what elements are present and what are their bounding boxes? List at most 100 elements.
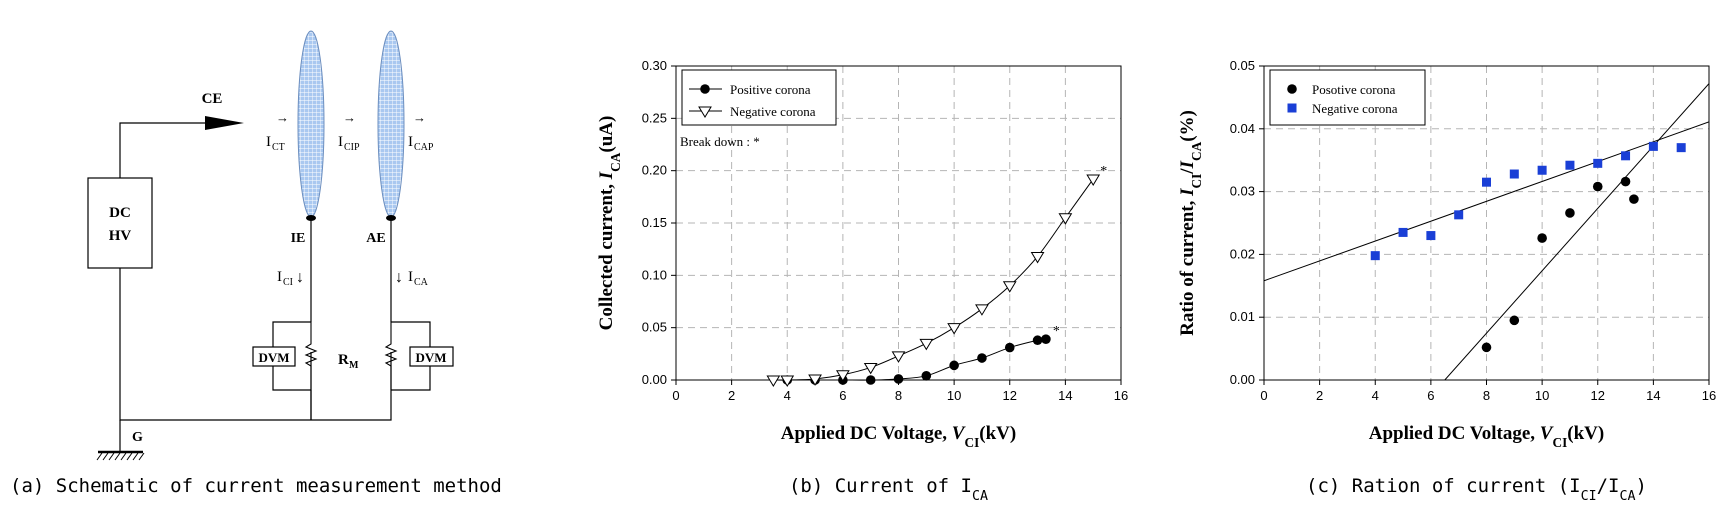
caption-b: (b) Current of ICA [789, 475, 988, 504]
chart-c-x-tick-label: 2 [1316, 388, 1323, 403]
chart-c-fit-line-positive [1444, 83, 1709, 380]
chart-c-point-positive [1537, 233, 1547, 243]
chart-b-point-negative [1030, 251, 1045, 264]
svg-text:I: I [266, 134, 271, 150]
chart-c-legend-marker-positive [1287, 84, 1297, 94]
chart-b-point-negative [975, 304, 989, 316]
right-dvm-box [409, 346, 454, 367]
source-to-ce-wire [119, 122, 205, 178]
i-cap-label: → I CAP [408, 110, 434, 153]
chart-b-x-tick-label: 14 [1058, 388, 1072, 403]
chart-c-point-positive [1509, 315, 1520, 326]
chart-c-point-positive [1620, 176, 1631, 187]
chart-c-fit-line-negative [1264, 121, 1709, 282]
chart-c-x-tick-label: 16 [1702, 388, 1716, 403]
chart-c-y-tick-label: 0.03 [1230, 184, 1255, 199]
chart-c-x-tick-label: 0 [1260, 388, 1267, 403]
chart-b-annotation: Break down : * [680, 134, 760, 149]
chart-b-y-tick-label: 0.10 [642, 267, 667, 282]
svg-text:→: → [413, 110, 426, 125]
right-dvm-label: DVM [415, 350, 446, 365]
chart-b-point-negative [891, 351, 906, 363]
chart-b-x-tick-label: 8 [895, 388, 902, 403]
chart-c-y-tick-label: 0.01 [1230, 309, 1255, 324]
chart-b-point-negative [766, 375, 781, 387]
chart-c-point-negative [1370, 251, 1380, 261]
hv-label: HV [109, 228, 132, 244]
chart-c-point-negative [1537, 165, 1547, 175]
chart-c-y-tick-label: 0.05 [1230, 58, 1255, 73]
chart-b-y-tick-label: 0.20 [642, 163, 667, 178]
chart-c-legend: Posotive corona Negative corona [1269, 69, 1426, 126]
chart-b-legend-marker-positive [700, 84, 710, 94]
chart-b-x-tick-label: 2 [728, 388, 735, 403]
svg-text:I: I [408, 269, 413, 285]
chart-c-y-tick-label: 0.00 [1230, 372, 1255, 387]
chart-b-legend-label-negative: Negative corona [730, 104, 816, 119]
chart-c-point-negative [1648, 141, 1658, 151]
chart-b-point-negative [835, 370, 850, 382]
svg-text:CT: CT [272, 142, 285, 153]
chart-b-legend-marker-negative [698, 106, 712, 118]
chart-c-point-positive [1481, 342, 1492, 353]
i-ci-label: I CI ↓ [277, 269, 304, 288]
chart-b-breakdown-star: * [1100, 164, 1107, 179]
chart-b-point-positive [865, 375, 876, 385]
chart-b-y-tick-label: 0.30 [642, 58, 667, 73]
chart-b-point-positive [1041, 334, 1051, 344]
svg-text:CIP: CIP [344, 142, 360, 153]
chart-b-point-negative [780, 375, 795, 387]
svg-text:→: → [276, 110, 289, 125]
chart-c-point-negative [1621, 151, 1631, 161]
left-dvm-label: DVM [258, 350, 289, 365]
chart-b-breakdown-star: * [1053, 324, 1060, 339]
chart-c-point-positive [1629, 194, 1639, 204]
chart-c-legend-label-negative: Negative corona [1312, 101, 1398, 116]
chart-c-x-tick-label: 8 [1483, 388, 1490, 403]
chart-c-point-positive [1592, 181, 1603, 192]
chart-b-x-tick-label: 0 [672, 388, 679, 403]
chart-c-legend-marker-negative [1287, 103, 1297, 113]
chart-c-point-negative [1676, 143, 1686, 153]
chart-b-point-negative [919, 338, 934, 351]
chart-b-point-positive [1032, 335, 1043, 346]
chart-b-x-tick-label: 4 [784, 388, 791, 403]
i-ct-label: → I CT [266, 110, 289, 153]
chart-c-y-axis-title: Ratio of current, ICI/ICA(%) [1177, 110, 1204, 336]
chart-b-point-negative [1058, 213, 1073, 225]
chart-c-y-tick-label: 0.04 [1230, 121, 1255, 136]
chart-b-legend-label-positive: Positive corona [730, 82, 811, 97]
ce-label: CE [202, 91, 223, 107]
svg-text:CI: CI [283, 277, 293, 288]
dc-label: DC [109, 205, 131, 221]
ground-hatch-icon [96, 452, 145, 461]
chart-c-legend-label-positive: Posotive corona [1312, 82, 1396, 97]
chart-c-legend-box [1269, 69, 1426, 126]
svg-text:M: M [349, 360, 359, 371]
chart-c-panel: 0 2 4 6 8 10 12 14 16 0.00 0.01 0.02 0.03 0.04 0.05 Pos… [1177, 58, 1716, 504]
chart-b-y-tick-label: 0.05 [642, 320, 667, 335]
chart-b-point-positive [977, 353, 987, 363]
chart-b-point-negative [863, 362, 878, 375]
left-dvm-box [252, 346, 296, 367]
svg-text:↓: ↓ [296, 269, 304, 286]
chart-b-point-positive [1004, 342, 1015, 353]
chart-b-x-axis-title: Applied DC Voltage, VCI(kV) [781, 423, 1016, 450]
chart-c-x-axis-title: Applied DC Voltage, VCI(kV) [1369, 423, 1604, 450]
svg-text:I: I [277, 269, 282, 285]
svg-text:↓: ↓ [395, 269, 403, 286]
chart-b-y-tick-label: 0.00 [642, 372, 667, 387]
chart-b-y-tick-label: 0.25 [642, 110, 667, 125]
chart-c-point-negative [1593, 158, 1603, 168]
chart-b-x-tick-label: 10 [947, 388, 961, 403]
caption-a: (a) Schematic of current measurement met… [10, 475, 502, 497]
svg-text:I: I [408, 134, 413, 150]
ie-lens-electrode [297, 30, 325, 218]
i-ca-label: ↓ I CA [395, 269, 429, 288]
ce-electrode-icon [205, 116, 244, 130]
chart-b-y-tick-label: 0.15 [642, 215, 667, 230]
svg-text:→: → [343, 110, 356, 125]
rm-label: R M [338, 352, 359, 371]
chart-b-x-tick-label: 12 [1003, 388, 1017, 403]
chart-c-point-negative [1398, 227, 1408, 237]
